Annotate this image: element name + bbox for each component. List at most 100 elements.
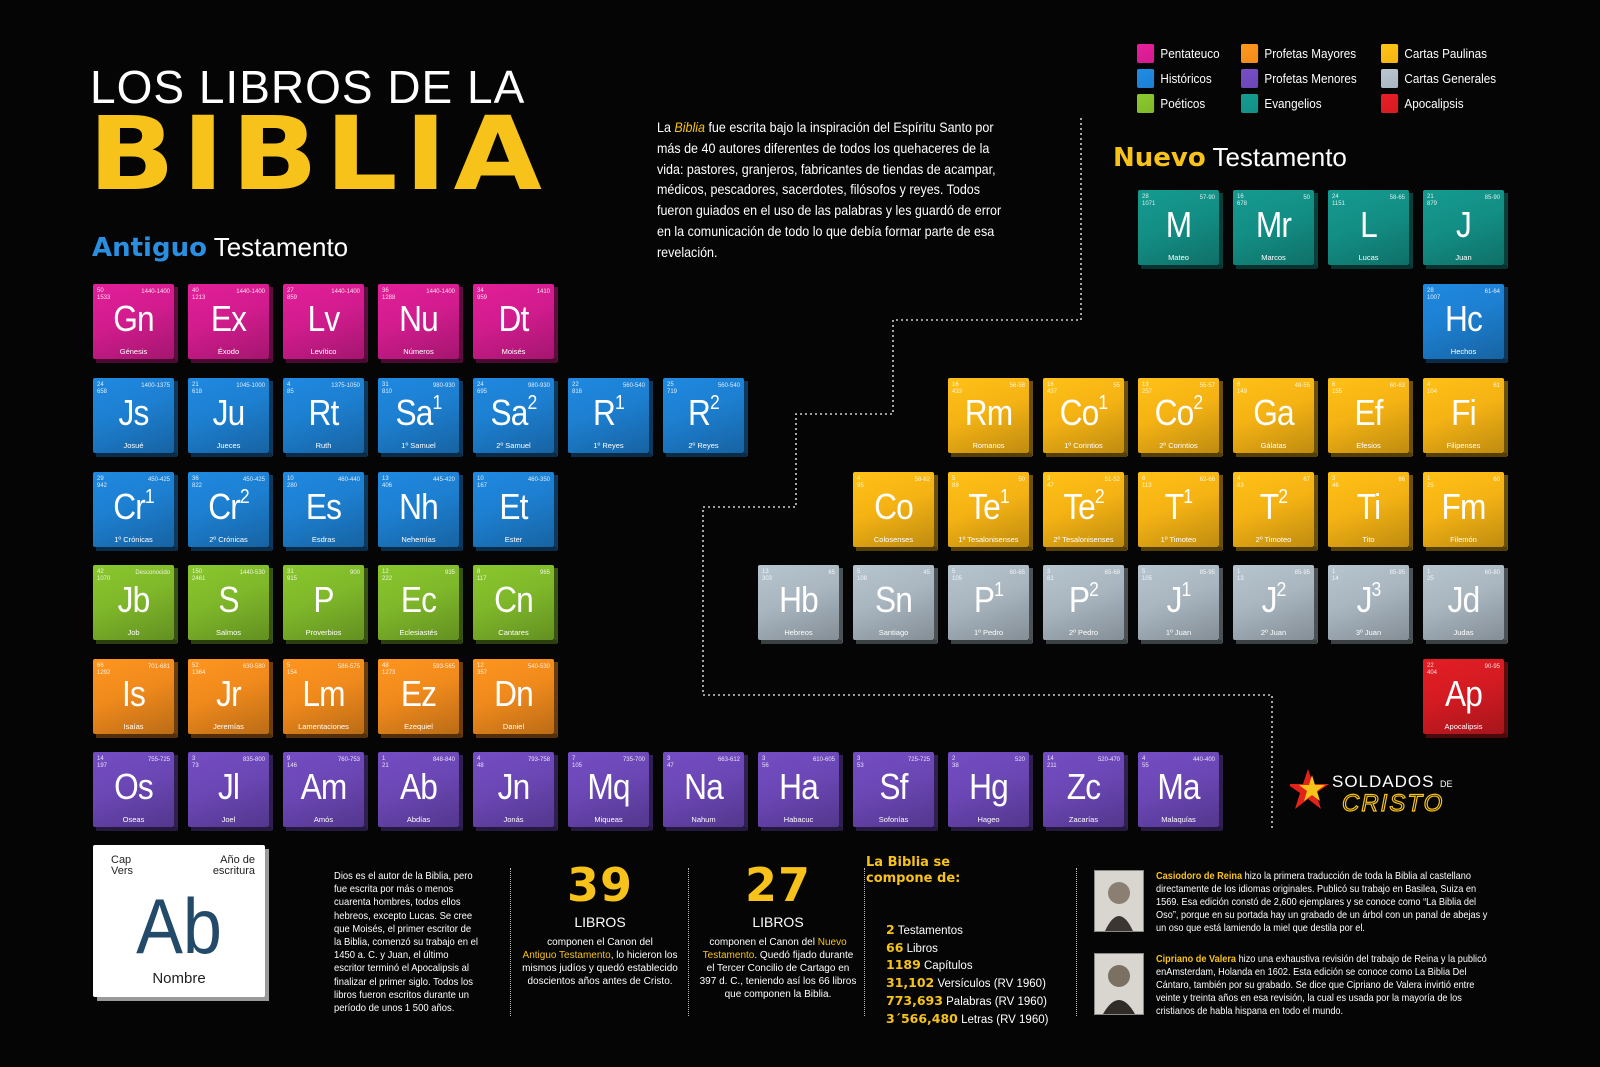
- book-tile[interactable]: 4 48 793-758 Jn Jonás: [473, 752, 558, 831]
- tile-side-shade: [1219, 193, 1223, 268]
- tile-face: [1138, 565, 1219, 640]
- tile-symbol-text: R: [593, 392, 616, 433]
- book-tile[interactable]: 3 46 66 Ti Tito: [1328, 472, 1413, 551]
- tile-symbol: Ti: [1333, 489, 1404, 525]
- tile-bottom-shade: [96, 827, 177, 831]
- tile-year: 586-575: [337, 664, 360, 670]
- tile-name: Tito: [1362, 535, 1375, 544]
- tile-name: Ester: [504, 535, 523, 544]
- book-tile[interactable]: 10 167 460-350 Et Ester: [473, 472, 558, 551]
- tile-symbol: Is: [98, 676, 169, 712]
- book-tile[interactable]: 34 959 1410 Dt Moisés: [473, 284, 558, 363]
- book-tile[interactable]: 12 222 935 Ec Eclesiastés: [378, 565, 463, 644]
- book-tile[interactable]: 28 1007 61-64 Hc Hechos: [1423, 284, 1508, 363]
- tile-year: 1410: [536, 289, 550, 295]
- book-tile[interactable]: 5 154 586-575 Lm Lamentaciones: [283, 659, 368, 738]
- book-tile[interactable]: 3 53 725-725 Sf Sofonías: [853, 752, 938, 831]
- book-tile[interactable]: 14 211 520-470 Zc Zacarías: [1043, 752, 1128, 831]
- book-tile[interactable]: 7 105 735-700 Mq Miqueas: [568, 752, 653, 831]
- book-tile[interactable]: 1 13 85-95 J2 2º Juan: [1233, 565, 1318, 644]
- tile-name: Esdras: [311, 535, 336, 544]
- book-tile[interactable]: 6 149 48-55 Ga Gálatas: [1233, 378, 1318, 457]
- book-tile[interactable]: 5 105 60-65 P1 1º Pedro: [948, 565, 1033, 644]
- tile-cap: 2: [952, 756, 956, 762]
- book-tile[interactable]: 1 14 85-95 J3 3º Juan: [1328, 565, 1413, 644]
- tile-vers: 108: [857, 575, 868, 582]
- tile-cap: 4: [857, 476, 861, 482]
- book-tile[interactable]: 13 406 445-420 Nh Nehemías: [378, 472, 463, 551]
- book-tile[interactable]: 10 280 460-440 Es Esdras: [283, 472, 368, 551]
- book-tile[interactable]: 4 95 58-62 Co Colosenses: [853, 472, 938, 551]
- book-tile[interactable]: 24 695 980-930 Sa2 2º Samuel: [473, 378, 558, 457]
- stats-label: Palabras (RV 1960): [942, 995, 1047, 1008]
- book-tile[interactable]: 16 678 50 Mr Marcos: [1233, 190, 1318, 269]
- book-tile[interactable]: 3 47 663-612 Na Nahum: [663, 752, 748, 831]
- tile-vers: 146: [287, 762, 298, 769]
- stats-label: Capítulos: [920, 960, 973, 973]
- book-tile[interactable]: 8 117 965 Cn Cantares: [473, 565, 558, 644]
- book-tile[interactable]: 27 859 1440-1400 Lv Levítico: [283, 284, 368, 363]
- book-tile[interactable]: 4 104 61 Fi Filipenses: [1423, 378, 1508, 457]
- book-tile[interactable]: 6 113 62-66 T1 1º Timoteo: [1138, 472, 1223, 551]
- book-tile[interactable]: 5 89 50 Te1 1º Tesalonisenses: [948, 472, 1033, 551]
- book-tile[interactable]: 4 55 440-400 Ma Malaquías: [1138, 752, 1223, 831]
- book-tile[interactable]: 36 822 450-425 Cr2 2º Crónicas: [188, 472, 273, 551]
- book-tile[interactable]: 29 942 450-425 Cr1 1º Crónicas: [93, 472, 178, 551]
- book-tile[interactable]: 22 816 560-540 R1 1º Reyes: [568, 378, 653, 457]
- book-tile[interactable]: 14 197 755-725 Os Oseas: [93, 752, 178, 831]
- tile-face: [1423, 472, 1504, 547]
- book-tile[interactable]: 4 85 1375-1050 Rt Ruth: [283, 378, 368, 457]
- book-tile[interactable]: 150 2461 1440-530 S Salmos: [188, 565, 273, 644]
- book-tile[interactable]: 12 357 540-530 Dn Daniel: [473, 659, 558, 738]
- tile-name: 2º Corintios: [1159, 441, 1198, 450]
- book-tile[interactable]: 50 1533 1440-1400 Gn Génesis: [93, 284, 178, 363]
- book-tile[interactable]: 3 73 835-800 Jl Joel: [188, 752, 273, 831]
- book-tile[interactable]: 16 437 55 Co1 1º Corintios: [1043, 378, 1128, 457]
- book-tile[interactable]: 2 38 520 Hg Hageo: [948, 752, 1033, 831]
- tile-symbol-text: J: [1166, 579, 1183, 620]
- book-tile[interactable]: 36 1288 1440-1400 Nu Números: [378, 284, 463, 363]
- book-tile[interactable]: 48 1273 593-565 Ez Ezequiel: [378, 659, 463, 738]
- book-tile[interactable]: 1 21 848-840 Ab Abdías: [378, 752, 463, 831]
- book-tile[interactable]: 5 105 85-95 J1 1º Juan: [1138, 565, 1223, 644]
- book-tile[interactable]: 1 25 60-80 Jd Judas: [1423, 565, 1508, 644]
- tile-symbol-text: Jl: [217, 766, 240, 807]
- book-tile[interactable]: 24 658 1400-1375 Js Josué: [93, 378, 178, 457]
- book-tile[interactable]: 40 1213 1440-1400 Ex Éxodo: [188, 284, 273, 363]
- tile-side-shade: [839, 755, 843, 830]
- book-tile[interactable]: 3 47 51-52 Te2 2º Tesalonisenses: [1043, 472, 1128, 551]
- book-tile[interactable]: 13 257 55-57 Co2 2º Corintios: [1138, 378, 1223, 457]
- book-tile[interactable]: 66 1292 701-681 Is Isaías: [93, 659, 178, 738]
- tile-bottom-shade: [951, 827, 1032, 831]
- tile-cap-vers: 13 257: [1142, 382, 1152, 395]
- tile-cap-vers: 16 678: [1237, 194, 1247, 207]
- book-tile[interactable]: 31 915 900 P Proverbios: [283, 565, 368, 644]
- book-tile[interactable]: 52 1364 630-580 Jr Jeremías: [188, 659, 273, 738]
- tile-cap: 6: [1237, 382, 1241, 388]
- book-tile[interactable]: 42 1070 Desconocido Jb Job: [93, 565, 178, 644]
- book-tile[interactable]: 6 155 60-63 Ef Efesios: [1328, 378, 1413, 457]
- book-tile[interactable]: 9 146 760-753 Am Amós: [283, 752, 368, 831]
- tile-year: 701-681: [147, 664, 170, 670]
- book-tile[interactable]: 16 433 56-58 Rm Romanos: [948, 378, 1033, 457]
- book-tile[interactable]: 4 83 67 T2 2º Timoteo: [1233, 472, 1318, 551]
- book-tile[interactable]: 21 618 1045-1000 Ju Jueces: [188, 378, 273, 457]
- tile-cap: 4: [1427, 382, 1431, 388]
- tile-cap-vers: 13 303: [762, 569, 772, 582]
- book-tile[interactable]: 3 56 610-605 Ha Habacuc: [758, 752, 843, 831]
- book-tile[interactable]: 24 1151 58-65 L Lucas: [1328, 190, 1413, 269]
- book-tile[interactable]: 25 719 560-540 R2 2º Reyes: [663, 378, 748, 457]
- book-tile[interactable]: 1 25 60 Fm Filemón: [1423, 472, 1508, 551]
- book-tile[interactable]: 3 61 65-68 P2 2º Pedro: [1043, 565, 1128, 644]
- book-tile[interactable]: 28 1071 57-90 M Mateo: [1138, 190, 1223, 269]
- tile-face: [473, 565, 554, 640]
- book-tile[interactable]: 22 404 90-95 Ap Apocalipsis: [1423, 659, 1508, 738]
- book-tile[interactable]: 21 879 85-90 J Juan: [1423, 190, 1508, 269]
- book-tile[interactable]: 5 108 45 Sn Santiago: [853, 565, 938, 644]
- book-tile[interactable]: 13 303 65 Hb Hebreos: [758, 565, 843, 644]
- tile-symbol: Co1: [1048, 393, 1119, 431]
- book-tile[interactable]: 31 810 980-930 Sa1 1º Samuel: [378, 378, 463, 457]
- tile-side-shade: [459, 475, 463, 550]
- portrait-valera-icon: [1095, 954, 1143, 1014]
- tile-year: 460-440: [337, 477, 360, 483]
